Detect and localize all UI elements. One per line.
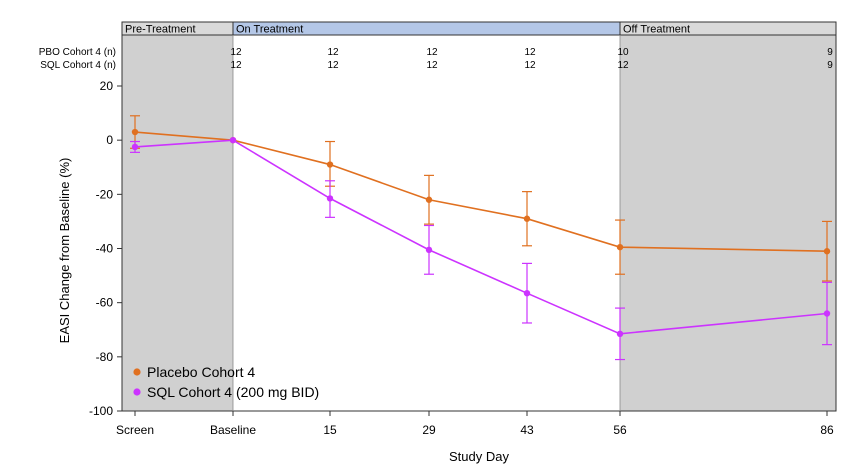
- data-point: [616, 330, 624, 338]
- x-tick-label: Screen: [116, 423, 154, 437]
- data-point: [326, 195, 334, 202]
- n-table-row-label: SQL Cohort 4 (n): [40, 60, 116, 71]
- n-table-cell: 12: [327, 60, 339, 71]
- y-tick-label: -100: [89, 404, 113, 418]
- n-table-cell: 12: [617, 60, 629, 71]
- n-table-cell: 12: [230, 60, 242, 71]
- legend-marker: [133, 368, 141, 376]
- phase-shade: [620, 35, 836, 411]
- data-point: [425, 196, 433, 203]
- y-tick-label: -40: [96, 242, 114, 256]
- legend-marker: [133, 388, 141, 396]
- n-table-cell: 12: [524, 60, 536, 71]
- data-point: [616, 243, 624, 251]
- y-tick-label: 0: [106, 133, 113, 147]
- x-tick-label: 86: [820, 423, 834, 437]
- y-axis-title: EASI Change from Baseline (%): [57, 158, 72, 344]
- x-tick-label: Baseline: [210, 423, 256, 437]
- n-table-cell: 9: [827, 60, 833, 71]
- n-table-row-label: PBO Cohort 4 (n): [39, 47, 116, 58]
- n-table-cell: 10: [617, 47, 629, 58]
- data-point: [523, 215, 531, 222]
- n-table-cell: 12: [230, 47, 242, 58]
- phase-header-label: Pre-Treatment: [125, 24, 196, 36]
- phase-shade: [122, 35, 233, 411]
- x-tick-label: 15: [323, 423, 337, 437]
- legend-label: Placebo Cohort 4: [147, 364, 255, 380]
- data-point: [425, 246, 433, 254]
- x-tick-label: 56: [613, 423, 627, 437]
- y-tick-label: -60: [96, 296, 114, 310]
- series-group-1: [130, 136, 832, 361]
- phase-header-label: Off Treatment: [623, 24, 690, 36]
- n-table-cell: 12: [524, 47, 536, 58]
- data-point: [523, 289, 531, 297]
- plot-frame: [121, 34, 837, 412]
- n-table-cell: 9: [827, 47, 833, 58]
- data-point: [131, 143, 139, 151]
- x-tick-label: 29: [422, 423, 436, 437]
- n-table-cell: 12: [327, 47, 339, 58]
- n-table-cell: 12: [426, 47, 438, 58]
- data-point: [229, 136, 237, 144]
- legend-label: SQL Cohort 4 (200 mg BID): [147, 384, 319, 400]
- x-tick-label: 43: [520, 423, 534, 437]
- data-point: [326, 161, 334, 168]
- y-tick-label: -80: [96, 350, 114, 364]
- phase-header-label: On Treatment: [236, 24, 303, 36]
- y-tick-label: 20: [100, 79, 114, 93]
- data-point: [823, 310, 831, 317]
- n-table-cell: 12: [426, 60, 438, 71]
- data-point: [131, 128, 139, 136]
- x-axis-title: Study Day: [449, 449, 509, 464]
- data-point: [823, 248, 831, 255]
- y-tick-label: -20: [96, 187, 114, 201]
